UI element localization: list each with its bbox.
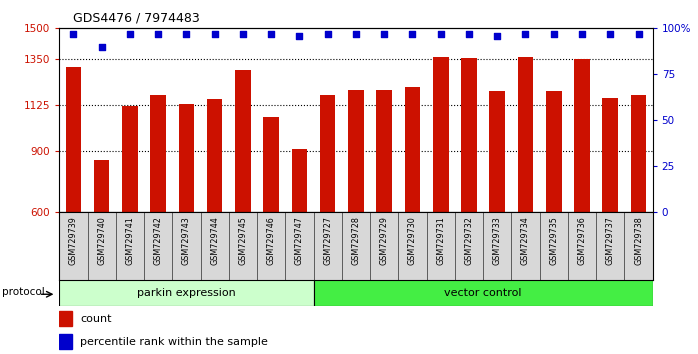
Bar <box>59 280 313 306</box>
Text: GSM729736: GSM729736 <box>577 216 586 264</box>
Point <box>548 31 559 37</box>
Text: GSM729727: GSM729727 <box>323 216 332 265</box>
Text: GSM729729: GSM729729 <box>380 216 389 265</box>
Bar <box>320 95 336 212</box>
Text: GSM729728: GSM729728 <box>352 216 360 265</box>
Point <box>463 31 475 37</box>
Bar <box>518 57 533 212</box>
Point <box>266 31 277 37</box>
Text: vector control: vector control <box>445 288 522 298</box>
Bar <box>631 95 646 212</box>
Bar <box>94 160 110 212</box>
Bar <box>66 67 81 212</box>
Text: percentile rank within the sample: percentile rank within the sample <box>80 337 268 347</box>
Point <box>435 31 446 37</box>
Point <box>407 31 418 37</box>
Text: GSM729740: GSM729740 <box>97 216 106 264</box>
Point <box>124 31 135 37</box>
Text: GSM729743: GSM729743 <box>182 216 191 264</box>
Point <box>294 33 305 39</box>
Bar <box>376 90 392 212</box>
Text: GSM729744: GSM729744 <box>210 216 219 264</box>
Text: GSM729733: GSM729733 <box>493 216 502 264</box>
Text: GSM729745: GSM729745 <box>239 216 248 265</box>
Text: GSM729737: GSM729737 <box>606 216 615 265</box>
Bar <box>313 280 653 306</box>
Bar <box>489 91 505 212</box>
Point <box>604 31 616 37</box>
Point <box>153 31 164 37</box>
Point <box>96 44 107 50</box>
Text: GSM729735: GSM729735 <box>549 216 558 265</box>
Bar <box>602 98 618 212</box>
Text: GDS4476 / 7974483: GDS4476 / 7974483 <box>73 12 200 25</box>
Point <box>68 31 79 37</box>
Bar <box>546 91 561 212</box>
Text: GSM729747: GSM729747 <box>295 216 304 265</box>
Text: protocol: protocol <box>2 287 45 297</box>
Text: GSM729739: GSM729739 <box>69 216 78 265</box>
Point <box>378 31 389 37</box>
Point <box>350 31 362 37</box>
Bar <box>207 99 223 212</box>
Text: GSM729730: GSM729730 <box>408 216 417 264</box>
Text: GSM729741: GSM729741 <box>126 216 135 264</box>
Bar <box>405 87 420 212</box>
Point <box>577 31 588 37</box>
Point <box>520 31 531 37</box>
Point <box>209 31 221 37</box>
Bar <box>574 59 590 212</box>
Text: GSM729742: GSM729742 <box>154 216 163 265</box>
Text: GSM729731: GSM729731 <box>436 216 445 264</box>
Bar <box>433 57 449 212</box>
Point <box>491 33 503 39</box>
Text: GSM729732: GSM729732 <box>464 216 473 265</box>
Bar <box>461 58 477 212</box>
Bar <box>59 311 73 326</box>
Bar <box>235 70 251 212</box>
Point <box>181 31 192 37</box>
Bar <box>179 104 194 212</box>
Point <box>237 31 248 37</box>
Text: GSM729734: GSM729734 <box>521 216 530 264</box>
Bar <box>151 95 166 212</box>
Bar <box>348 90 364 212</box>
Bar <box>122 106 138 212</box>
Bar <box>292 149 307 212</box>
Text: parkin expression: parkin expression <box>137 288 236 298</box>
Bar <box>263 117 279 212</box>
Text: GSM729738: GSM729738 <box>634 216 643 264</box>
Point <box>322 31 334 37</box>
Bar <box>59 334 73 349</box>
Point <box>633 31 644 37</box>
Text: count: count <box>80 314 112 324</box>
Text: GSM729746: GSM729746 <box>267 216 276 264</box>
